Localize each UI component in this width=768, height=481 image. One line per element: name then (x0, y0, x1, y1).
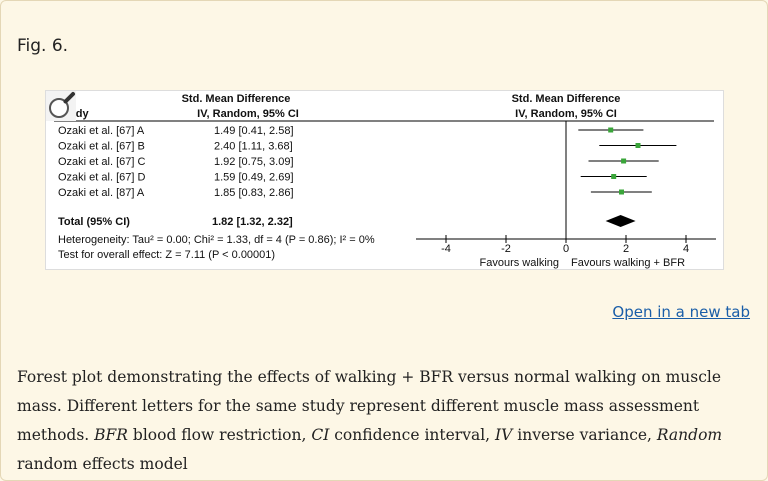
header-smd-title: Std. Mean Difference (182, 93, 291, 105)
favours-right-label: Favours walking + BFR (571, 257, 685, 269)
caption-text: blood flow restriction, (127, 426, 312, 444)
x-tick-label: -2 (501, 243, 511, 255)
caption-text: confidence interval, (329, 426, 496, 444)
open-in-new-tab-link[interactable]: Open in a new tab (612, 303, 750, 321)
study-point (619, 189, 624, 195)
caption-term: CI (311, 426, 330, 444)
caption-text: inverse variance, (512, 426, 657, 444)
study-point (608, 127, 614, 133)
caption-term: BFR (94, 426, 128, 444)
study-ci: 1.92 [0.75, 3.09] (214, 156, 294, 168)
study-ci: 2.40 [1.11, 3.68] (214, 141, 293, 153)
magnify-icon[interactable] (46, 91, 76, 121)
study-name: Ozaki et al. [87] A (58, 187, 145, 199)
caption-text: Forest plot demonstrating the effects of… (17, 368, 722, 444)
figure-caption: Forest plot demonstrating the effects of… (17, 363, 752, 479)
caption-term: Random (656, 426, 723, 444)
total-diamond (605, 215, 636, 227)
caption-text: random effects model (17, 455, 188, 473)
study-point (635, 143, 641, 148)
study-ci: 1.85 [0.83, 2.86] (214, 187, 294, 199)
study-name: Ozaki et al. [67] A (58, 125, 145, 137)
study-point (621, 158, 627, 164)
study-point (611, 174, 617, 179)
heterogeneity-text: Heterogeneity: Tau² = 0.00; Chi² = 1.33,… (58, 234, 375, 246)
header-plot-sub: IV, Random, 95% CI (515, 108, 617, 120)
header-plot-title: Std. Mean Difference (512, 93, 621, 105)
study-ci: 1.49 [0.41, 2.58] (214, 125, 294, 137)
figure-label: Fig. 6. (17, 36, 69, 56)
forest-plot-figure[interactable]: Std. Mean DifferenceStudyIV, Random, 95%… (45, 90, 724, 270)
x-tick-label: -4 (441, 243, 451, 255)
x-tick-label: 2 (623, 243, 629, 255)
study-name: Ozaki et al. [67] B (58, 141, 145, 153)
study-ci: 1.59 [0.49, 2.69] (214, 172, 294, 184)
study-name: Ozaki et al. [67] C (58, 156, 145, 168)
caption-term: IV (495, 426, 513, 444)
study-name: Ozaki et al. [67] D (58, 172, 145, 184)
favours-left-label: Favours walking (480, 257, 559, 269)
total-label: Total (95% CI) (58, 216, 130, 228)
total-ci: 1.82 [1.32, 2.32] (212, 216, 293, 228)
overall-effect-text: Test for overall effect: Z = 7.11 (P < 0… (58, 249, 275, 261)
x-tick-label: 4 (683, 243, 689, 255)
x-tick-label: 0 (563, 243, 569, 255)
header-smd-sub: IV, Random, 95% CI (197, 108, 299, 120)
forest-plot: Std. Mean DifferenceStudyIV, Random, 95%… (54, 93, 716, 269)
